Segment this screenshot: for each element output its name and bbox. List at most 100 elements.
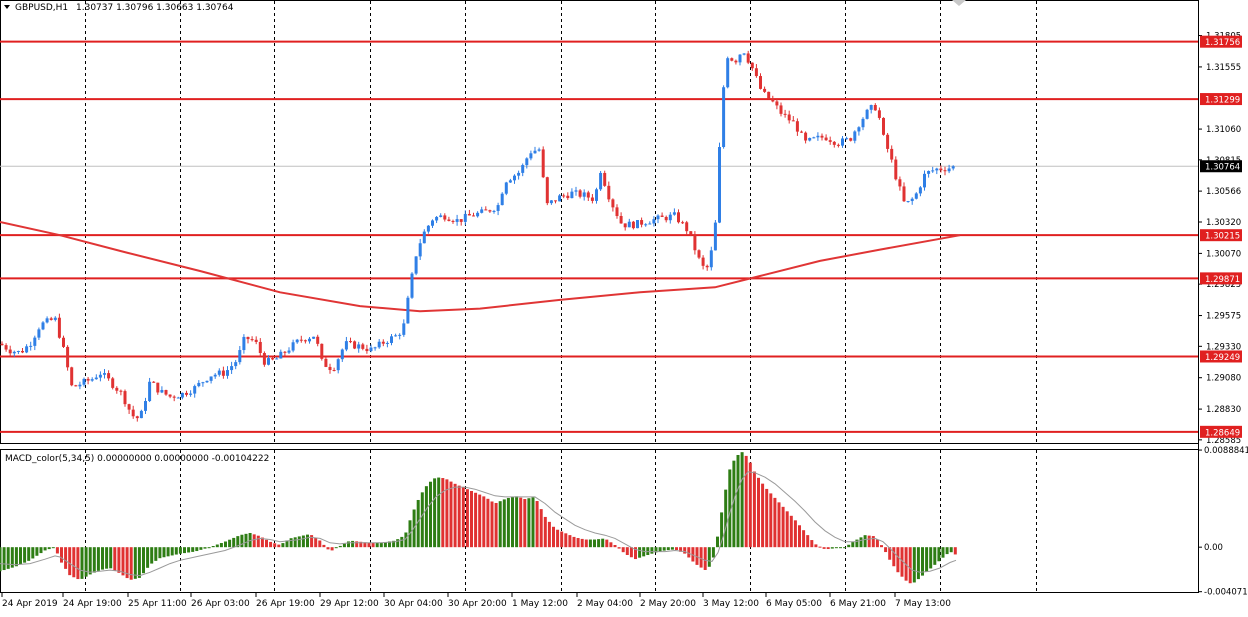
macd-bar xyxy=(830,547,834,549)
bull-candle-body xyxy=(480,209,484,213)
macd-bar xyxy=(597,539,601,548)
bear-candle-body xyxy=(873,104,877,111)
bull-candle-body xyxy=(209,376,213,381)
bull-candle-body xyxy=(951,166,955,169)
bear-candle-body xyxy=(443,215,447,220)
macd-bar xyxy=(687,547,691,558)
macd-bar xyxy=(142,547,145,574)
macd-bar xyxy=(236,536,240,548)
macd-bar xyxy=(117,547,121,573)
macd-bar xyxy=(699,547,703,568)
macd-bar xyxy=(96,547,100,571)
level-price-tag xyxy=(1200,350,1242,363)
level-price-label: 1.31756 xyxy=(1205,38,1240,48)
macd-bar xyxy=(31,547,35,559)
time-axis-label: 30 Apr 04:00 xyxy=(384,599,443,609)
bear-candle-body xyxy=(693,234,697,251)
macd-bar xyxy=(609,542,613,548)
macd-bar xyxy=(178,547,182,554)
time-axis-label: 1 May 12:00 xyxy=(512,599,568,609)
macd-bar xyxy=(228,539,232,548)
macd-bar xyxy=(293,537,297,548)
bear-candle-body xyxy=(131,409,135,417)
macd-bar xyxy=(875,539,879,548)
bear-candle-body xyxy=(349,341,352,343)
bull-candle-body xyxy=(45,318,49,323)
support-resistance-levels[interactable] xyxy=(0,40,1198,433)
macd-bar xyxy=(560,531,564,548)
macd-bar xyxy=(711,547,715,558)
macd-bar xyxy=(482,496,486,548)
bull-candle-body xyxy=(29,345,33,347)
bear-candle-body xyxy=(763,88,767,92)
bear-candle-body xyxy=(172,396,176,398)
macd-bar xyxy=(277,544,281,548)
bull-candle-body xyxy=(312,336,316,339)
bull-candle-body xyxy=(574,190,578,192)
bull-candle-body xyxy=(287,350,291,353)
bear-candle-body xyxy=(262,353,266,365)
main-chart-frame xyxy=(0,0,1199,444)
macd-bar xyxy=(539,509,543,548)
macd-bar xyxy=(535,501,539,548)
bull-candle-body xyxy=(377,341,381,348)
bull-candle-body xyxy=(53,317,57,320)
macd-bar xyxy=(863,535,867,548)
bull-candle-body xyxy=(267,358,270,365)
macd-bar xyxy=(306,534,309,548)
level-price-label: 1.29249 xyxy=(1205,353,1240,363)
chart-ohlc-readout: 1.30737 1.30796 1.30663 1.30764 xyxy=(76,3,234,13)
macd-bar xyxy=(851,542,855,548)
one-click-trading-icon[interactable] xyxy=(952,0,966,6)
macd-bar xyxy=(219,543,223,548)
macd-bar xyxy=(265,539,268,548)
macd-bar xyxy=(347,541,350,548)
bull-candle-body xyxy=(656,215,660,220)
macd-bar xyxy=(80,547,84,579)
macd-bar xyxy=(64,547,68,569)
macd-bar xyxy=(798,525,801,548)
macd-bar xyxy=(27,547,31,561)
macd-bar xyxy=(51,547,55,549)
macd-bar xyxy=(465,489,469,548)
bull-candle-body xyxy=(308,338,311,342)
bear-candle-body xyxy=(467,213,471,216)
macd-bar xyxy=(716,536,719,548)
macd-bar xyxy=(281,543,285,548)
bull-candle-body xyxy=(718,147,721,223)
bull-candle-body xyxy=(144,401,147,411)
macd-bar xyxy=(109,547,113,569)
macd-bar xyxy=(658,547,662,552)
macd-bar xyxy=(933,547,937,565)
bear-candle-body xyxy=(332,370,336,372)
macd-bar xyxy=(515,496,519,548)
level-price-tag xyxy=(1200,35,1242,48)
price-axis-label: 1.30320 xyxy=(1206,218,1241,228)
bear-candle-body xyxy=(681,222,685,224)
macd-bar xyxy=(810,540,814,548)
macd-bar xyxy=(113,547,117,571)
level-price-label: 1.30215 xyxy=(1205,232,1240,242)
bear-candle-body xyxy=(767,91,771,99)
time-axis-label: 26 Apr 03:00 xyxy=(191,599,250,609)
macd-bar xyxy=(884,547,888,553)
macd-bar xyxy=(297,536,301,548)
bull-candle-body xyxy=(189,393,193,395)
level-price-tag xyxy=(1200,229,1242,242)
macd-bar xyxy=(154,547,158,561)
bull-candle-body xyxy=(906,201,910,203)
macd-bar xyxy=(92,547,96,573)
bull-candle-body xyxy=(742,53,746,55)
bear-candle-body xyxy=(615,207,619,217)
macd-bar xyxy=(789,515,793,548)
macd-bar xyxy=(629,547,633,558)
bear-candle-body xyxy=(586,192,590,198)
chart-menu-arrow-icon[interactable] xyxy=(4,5,10,9)
bear-candle-body xyxy=(783,113,787,115)
macd-bar xyxy=(195,547,199,552)
bear-candle-body xyxy=(750,62,754,69)
bull-candle-body xyxy=(90,379,94,381)
macd-bar xyxy=(593,539,596,548)
